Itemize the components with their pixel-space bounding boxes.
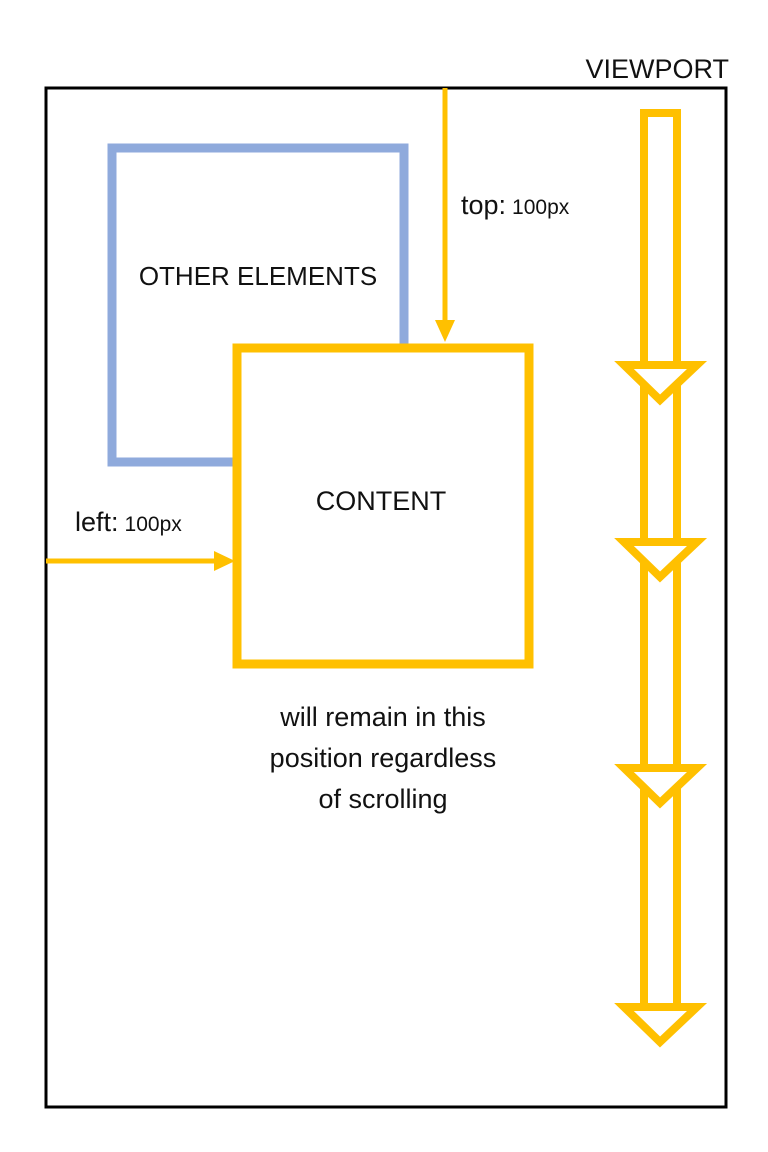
other-elements-label: OTHER ELEMENTS — [139, 261, 377, 291]
scroll-note-line-1: will remain in this — [279, 702, 486, 732]
scroll-note-line-2: position regardless — [270, 743, 497, 773]
viewport-label: VIEWPORT — [585, 54, 729, 84]
scroll-note: will remain in this position regardless … — [270, 702, 497, 814]
top-offset-label: top: 100px — [461, 190, 570, 220]
content-label: CONTENT — [316, 486, 447, 516]
left-offset-arrow — [46, 551, 235, 571]
scroll-arrow-head-1 — [614, 361, 708, 406]
top-offset-arrow — [435, 88, 455, 342]
scroll-arrow-head-4 — [614, 1003, 708, 1048]
left-offset-label: left: 100px — [75, 507, 182, 537]
scroll-arrow-head-2 — [614, 538, 708, 583]
content-box — [232, 343, 534, 669]
scroll-arrow-head-3 — [614, 764, 708, 809]
viewport-frame — [44, 86, 728, 1109]
scroll-direction-arrow — [614, 109, 708, 1048]
scroll-note-line-3: of scrolling — [318, 784, 447, 814]
